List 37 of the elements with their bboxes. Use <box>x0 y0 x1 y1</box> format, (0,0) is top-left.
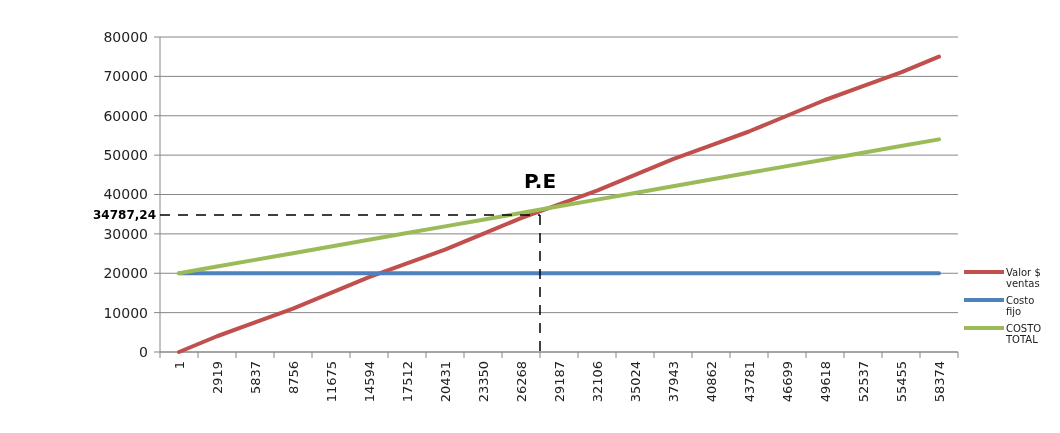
y-tick-label: 0 <box>139 343 148 360</box>
x-tick-label: 55455 <box>894 361 909 403</box>
legend-label: Valor $ ventas <box>1006 266 1041 289</box>
y-tick-label: 60000 <box>103 107 148 124</box>
x-tick-label: 5837 <box>248 361 263 395</box>
x-tick-label: 23350 <box>476 361 491 403</box>
x-tick-label: 20431 <box>438 361 453 403</box>
legend-label: Costo fijo <box>1006 294 1035 317</box>
y-tick-label: 10000 <box>103 304 148 321</box>
x-tick-label: 14594 <box>362 361 377 403</box>
x-tick-label: 2919 <box>210 361 225 395</box>
line-series <box>177 54 941 354</box>
y-tick-label: 50000 <box>103 147 148 164</box>
x-tick-label: 43781 <box>742 361 757 403</box>
x-tick-label: 17512 <box>400 361 415 403</box>
y-tick-label: 20000 <box>103 265 148 282</box>
x-tick-label: 35024 <box>628 361 643 403</box>
x-tick-label: 32106 <box>590 361 605 403</box>
x-tick-label: 26268 <box>514 361 529 403</box>
y-tick-label: 30000 <box>103 225 148 242</box>
y-tick-label: 80000 <box>103 28 148 45</box>
x-tick-label: 37943 <box>666 361 681 403</box>
x-tick-label: 11675 <box>324 361 339 403</box>
x-tick-label: 40862 <box>704 361 719 403</box>
x-tick-label: 29187 <box>552 361 567 403</box>
x-tick-label: 46699 <box>780 361 795 403</box>
x-tick-label: 8756 <box>286 361 301 395</box>
x-tick-label: 1 <box>172 361 187 370</box>
x-tick-label: 49618 <box>818 361 833 403</box>
y-tick-label: 70000 <box>103 68 148 85</box>
x-tick-label: 52537 <box>856 361 871 403</box>
legend-label: COSTO TOTAL <box>1005 322 1042 345</box>
annotation: P.E <box>523 169 557 194</box>
line-series <box>177 137 941 276</box>
ref-line-label: 34787,24 <box>92 208 156 223</box>
x-tick-label: 58374 <box>932 361 947 403</box>
y-tick-label: 40000 <box>103 186 148 203</box>
